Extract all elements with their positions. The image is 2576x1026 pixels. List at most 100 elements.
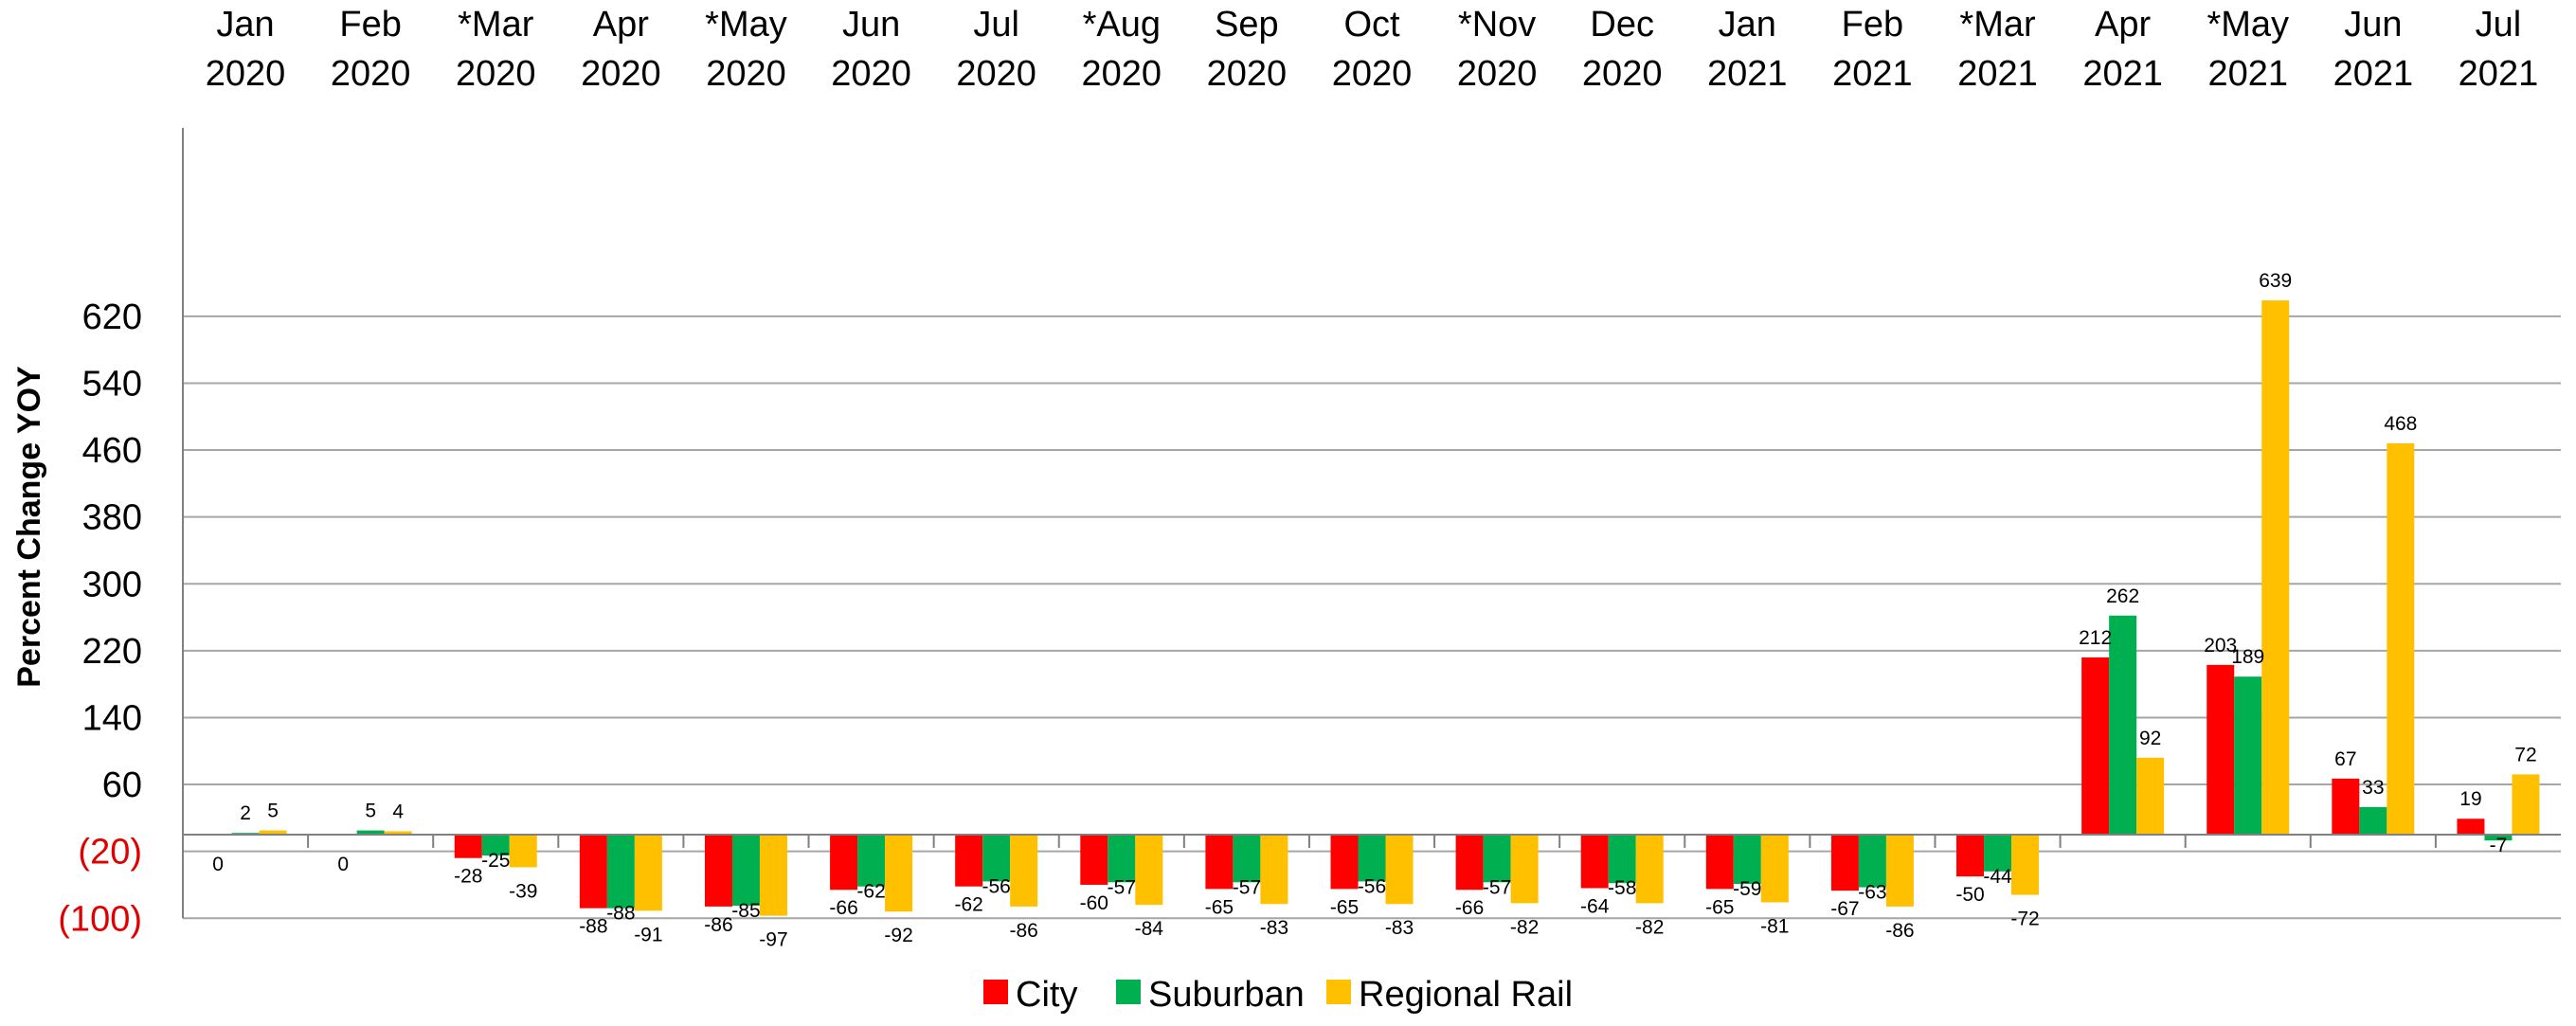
data-label: -66 — [829, 897, 857, 919]
bar-suburban — [2109, 615, 2137, 835]
data-label: 639 — [2259, 270, 2292, 292]
data-label: 262 — [2106, 585, 2139, 607]
bar-suburban — [1233, 835, 1261, 883]
x-category-month: *Mar — [458, 5, 534, 45]
data-label: 5 — [365, 801, 376, 822]
y-axis-label: Percent Change YOY — [11, 366, 47, 688]
bar-regional-rail — [885, 835, 913, 912]
y-tick-label: 220 — [82, 632, 142, 672]
data-label: -62 — [856, 881, 885, 903]
bar-regional-rail — [2512, 774, 2540, 835]
data-label: 19 — [2459, 788, 2481, 810]
x-category-year: 2020 — [831, 54, 911, 94]
bar-regional-rail — [259, 830, 287, 835]
bar-suburban — [1984, 835, 2012, 872]
data-label: -56 — [982, 875, 1011, 897]
data-label: -59 — [1733, 878, 1761, 900]
y-tick-label: (100) — [58, 899, 142, 939]
bar-suburban — [2484, 835, 2513, 841]
bar-city — [454, 835, 482, 858]
data-label: 203 — [2204, 635, 2237, 657]
x-category-year: 2021 — [2333, 54, 2414, 94]
x-category-year: 2020 — [331, 54, 411, 94]
x-category-month: Sep — [1215, 5, 1279, 45]
bar-city — [2081, 657, 2110, 835]
y-tick-label: (20) — [78, 833, 142, 873]
x-category-year: 2021 — [1957, 54, 2038, 94]
bar-suburban — [731, 835, 760, 907]
x-category-month: *Aug — [1083, 5, 1161, 45]
data-label: -63 — [1858, 882, 1886, 904]
x-category-month: Jan — [1719, 5, 1776, 45]
bar-city — [2457, 819, 2485, 835]
data-label: -39 — [509, 880, 537, 902]
x-category-year: 2021 — [1707, 54, 1788, 94]
data-label: -50 — [1955, 884, 1984, 906]
bar-city — [1830, 835, 1859, 891]
data-label: -67 — [1830, 898, 1859, 920]
bar-suburban — [1483, 835, 1511, 883]
y-tick-label: 140 — [82, 698, 142, 738]
legend-label: Regional Rail — [1359, 975, 1573, 1015]
bar-regional-rail — [1135, 835, 1163, 906]
data-label: -57 — [1108, 876, 1136, 898]
data-label: -88 — [606, 903, 635, 925]
x-category-year: 2020 — [1082, 54, 1162, 94]
bar-regional-rail — [1760, 835, 1789, 903]
legend-swatch-regional-rail — [1326, 980, 1351, 1004]
bar-suburban — [2234, 676, 2262, 835]
x-category-year: 2020 — [1332, 54, 1413, 94]
bar-city — [1455, 835, 1484, 891]
data-label: -97 — [759, 929, 787, 951]
gridlines — [183, 315, 2561, 920]
data-label: -65 — [1330, 896, 1359, 918]
data-label: -25 — [481, 850, 510, 872]
data-label: -82 — [1635, 916, 1664, 938]
data-label: 92 — [2139, 728, 2161, 749]
x-category-year: 2021 — [2207, 54, 2288, 94]
legend-swatch-suburban — [1116, 980, 1141, 1004]
data-label: -62 — [955, 894, 983, 916]
legend: City Suburban Regional Rail — [983, 975, 1573, 1015]
x-category-year: 2021 — [1832, 54, 1913, 94]
x-category-month: *Mar — [1959, 5, 2036, 45]
data-label: -81 — [1760, 915, 1789, 937]
data-label: -64 — [1580, 895, 1610, 917]
bar-regional-rail — [1885, 835, 1914, 907]
bar-city — [2332, 778, 2360, 835]
bar-regional-rail — [509, 835, 537, 868]
data-label: -60 — [1080, 892, 1108, 914]
x-category-month: Apr — [593, 5, 649, 45]
data-label: -86 — [1010, 920, 1038, 942]
y-tick-label: 380 — [82, 498, 142, 538]
legend-swatch-city — [983, 980, 1008, 1004]
x-category-month: Jul — [973, 5, 1019, 45]
bar-regional-rail — [2261, 300, 2290, 835]
x-category-year: 2021 — [2459, 54, 2539, 94]
bar-suburban — [1733, 835, 1761, 885]
data-label: -91 — [634, 924, 662, 945]
x-category-month: Jul — [2476, 5, 2522, 45]
bar-regional-rail — [384, 831, 412, 835]
x-category-month: *May — [705, 5, 787, 45]
axes — [182, 128, 2561, 919]
data-label: -83 — [1260, 917, 1288, 939]
x-category-year: 2020 — [1207, 54, 1288, 94]
bar-suburban — [356, 830, 385, 835]
bar-regional-rail — [1010, 835, 1038, 907]
y-tick-label: 620 — [82, 297, 142, 337]
data-label: 67 — [2334, 748, 2356, 770]
data-label: -86 — [1885, 920, 1914, 942]
bar-city — [1080, 835, 1108, 885]
bar-regional-rail — [634, 835, 662, 911]
bar-regional-rail — [2011, 835, 2040, 895]
data-label: 72 — [2514, 744, 2536, 765]
x-category-year: 2020 — [706, 54, 786, 94]
data-label: -85 — [731, 900, 760, 922]
data-label: 0 — [212, 854, 224, 875]
data-label: -83 — [1385, 917, 1414, 939]
x-category-year: 2020 — [1457, 54, 1538, 94]
data-label: 468 — [2384, 413, 2417, 435]
data-label: -58 — [1608, 877, 1636, 899]
data-label: 4 — [392, 801, 404, 822]
